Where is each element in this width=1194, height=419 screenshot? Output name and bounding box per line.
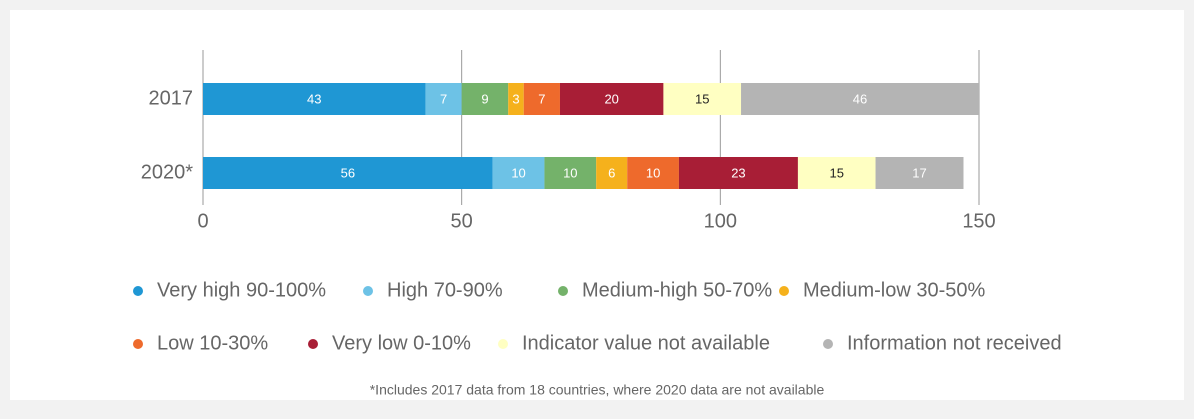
legend-label: Indicator value not available xyxy=(522,332,770,354)
bar-segment xyxy=(797,157,876,189)
legend-label: Medium-high 50-70% xyxy=(582,279,772,301)
data-label: 56 xyxy=(341,165,355,180)
data-label: 10 xyxy=(511,165,525,180)
data-label: 15 xyxy=(695,91,709,106)
legend-swatch xyxy=(558,286,568,296)
data-label: 23 xyxy=(731,165,745,180)
legend-swatch xyxy=(498,339,508,349)
legend-swatch xyxy=(308,339,318,349)
x-tick-label: 150 xyxy=(962,210,995,232)
data-label: 15 xyxy=(829,165,843,180)
bar-segment xyxy=(492,157,545,189)
bar-segment xyxy=(523,83,560,115)
data-label: 20 xyxy=(604,91,618,106)
bar-segment xyxy=(508,83,524,115)
data-label: 7 xyxy=(440,91,447,106)
bar-segment xyxy=(425,83,462,115)
bar-segment xyxy=(544,157,597,189)
data-label: 3 xyxy=(512,91,519,106)
data-label: 9 xyxy=(481,91,488,106)
legend-label: High 70-90% xyxy=(387,279,503,301)
bar-segment xyxy=(678,157,798,189)
bar-segment xyxy=(203,157,493,189)
data-label: 6 xyxy=(608,165,615,180)
data-label: 10 xyxy=(563,165,577,180)
bar-segment xyxy=(663,83,742,115)
legend-label: Very low 0-10% xyxy=(332,332,471,354)
legend-swatch xyxy=(133,339,143,349)
x-tick-label: 100 xyxy=(704,210,737,232)
legend-swatch xyxy=(823,339,833,349)
legend-label: Low 10-30% xyxy=(157,332,268,354)
x-tick-label: 0 xyxy=(197,210,208,232)
bar-segment xyxy=(559,83,664,115)
legend-label: Information not received xyxy=(847,332,1062,354)
bar-segment xyxy=(596,157,628,189)
data-label: 46 xyxy=(853,91,867,106)
legend-swatch xyxy=(779,286,789,296)
bar-segment xyxy=(203,83,426,115)
bar-segment xyxy=(461,83,509,115)
bar-segment xyxy=(627,157,679,189)
data-label: 10 xyxy=(646,165,660,180)
footnote: *Includes 2017 data from 18 countries, w… xyxy=(370,382,825,398)
y-tick-label: 2020* xyxy=(141,161,193,183)
x-tick-label: 50 xyxy=(451,210,473,232)
bar-segment xyxy=(875,157,964,189)
legend-label: Medium-low 30-50% xyxy=(803,279,986,301)
data-label: 17 xyxy=(912,165,926,180)
legend-swatch xyxy=(363,286,373,296)
panel xyxy=(10,10,1184,400)
y-tick-label: 2017 xyxy=(149,87,194,109)
legend-label: Very high 90-100% xyxy=(157,279,326,301)
bar-segment xyxy=(741,83,979,115)
data-label: 7 xyxy=(538,91,545,106)
data-label: 43 xyxy=(307,91,321,106)
legend-swatch xyxy=(133,286,143,296)
